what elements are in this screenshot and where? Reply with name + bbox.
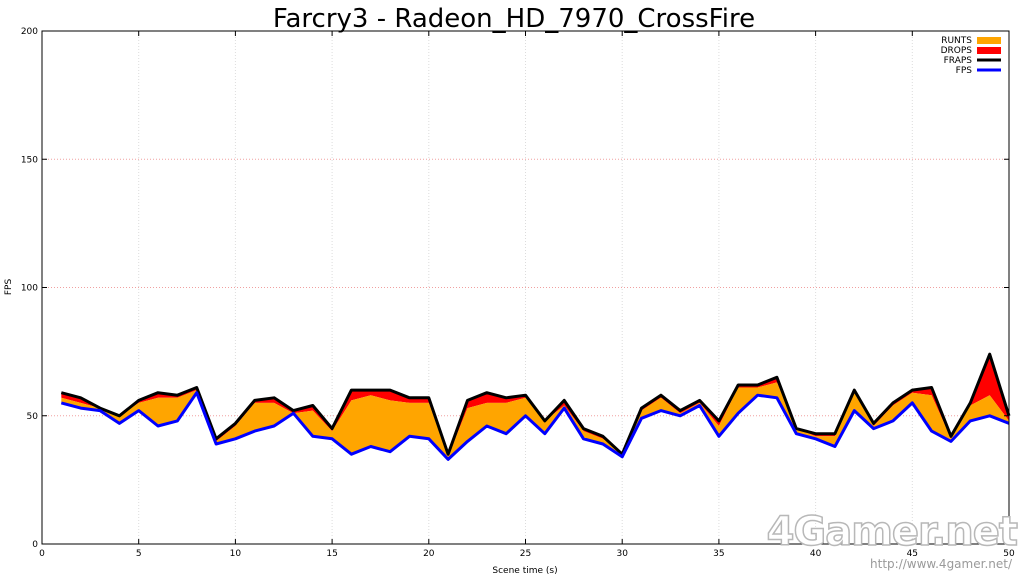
y-tick-label: 200 [21, 27, 38, 37]
x-tick-label: 45 [907, 549, 918, 559]
chart-title: Farcry3 - Radeon_HD_7970_CrossFire [273, 4, 755, 34]
x-tick-label: 35 [713, 549, 724, 559]
x-tick-label: 0 [39, 549, 45, 559]
grid-lines [42, 31, 1009, 544]
watermark-brand: 4Gamer.net [767, 509, 1018, 555]
legend-label-fraps: FRAPS [944, 56, 973, 66]
legend-label-drops: DROPS [941, 46, 973, 56]
y-tick-label: 150 [21, 155, 38, 165]
fps-line [60, 391, 1010, 461]
y-axis-label: FPS [4, 279, 14, 296]
legend-swatch-drops [977, 47, 1001, 54]
x-tick-label: 5 [136, 549, 142, 559]
x-tick-label: 50 [1003, 549, 1015, 559]
y-tick-label: 0 [32, 540, 38, 550]
x-tick-label: 40 [810, 549, 822, 559]
watermark: 4Gamer.net http://www.4gamer.net/ [766, 508, 1020, 571]
x-axis-label: Scene time (s) [492, 566, 557, 576]
axis-ticks: 0 5 10 15 20 25 30 35 40 45 50 0 50 100 150 200 [21, 27, 1015, 559]
legend-label-fps: FPS [956, 66, 973, 76]
x-tick-label: 30 [616, 549, 628, 559]
x-tick-label: 25 [520, 549, 531, 559]
y-tick-label: 100 [21, 284, 38, 294]
watermark-url: http://www.4gamer.net/ [870, 557, 1013, 571]
x-tick-label: 20 [423, 549, 435, 559]
legend-swatch-runts [977, 37, 1001, 44]
x-tick-label: 15 [326, 549, 337, 559]
y-tick-label: 50 [27, 412, 39, 422]
fraps-line [60, 352, 1011, 456]
series-lines [60, 352, 1011, 461]
runts-area [61, 382, 1010, 460]
x-tick-label: 10 [230, 549, 242, 559]
legend-label-runts: RUNTS [941, 36, 972, 46]
